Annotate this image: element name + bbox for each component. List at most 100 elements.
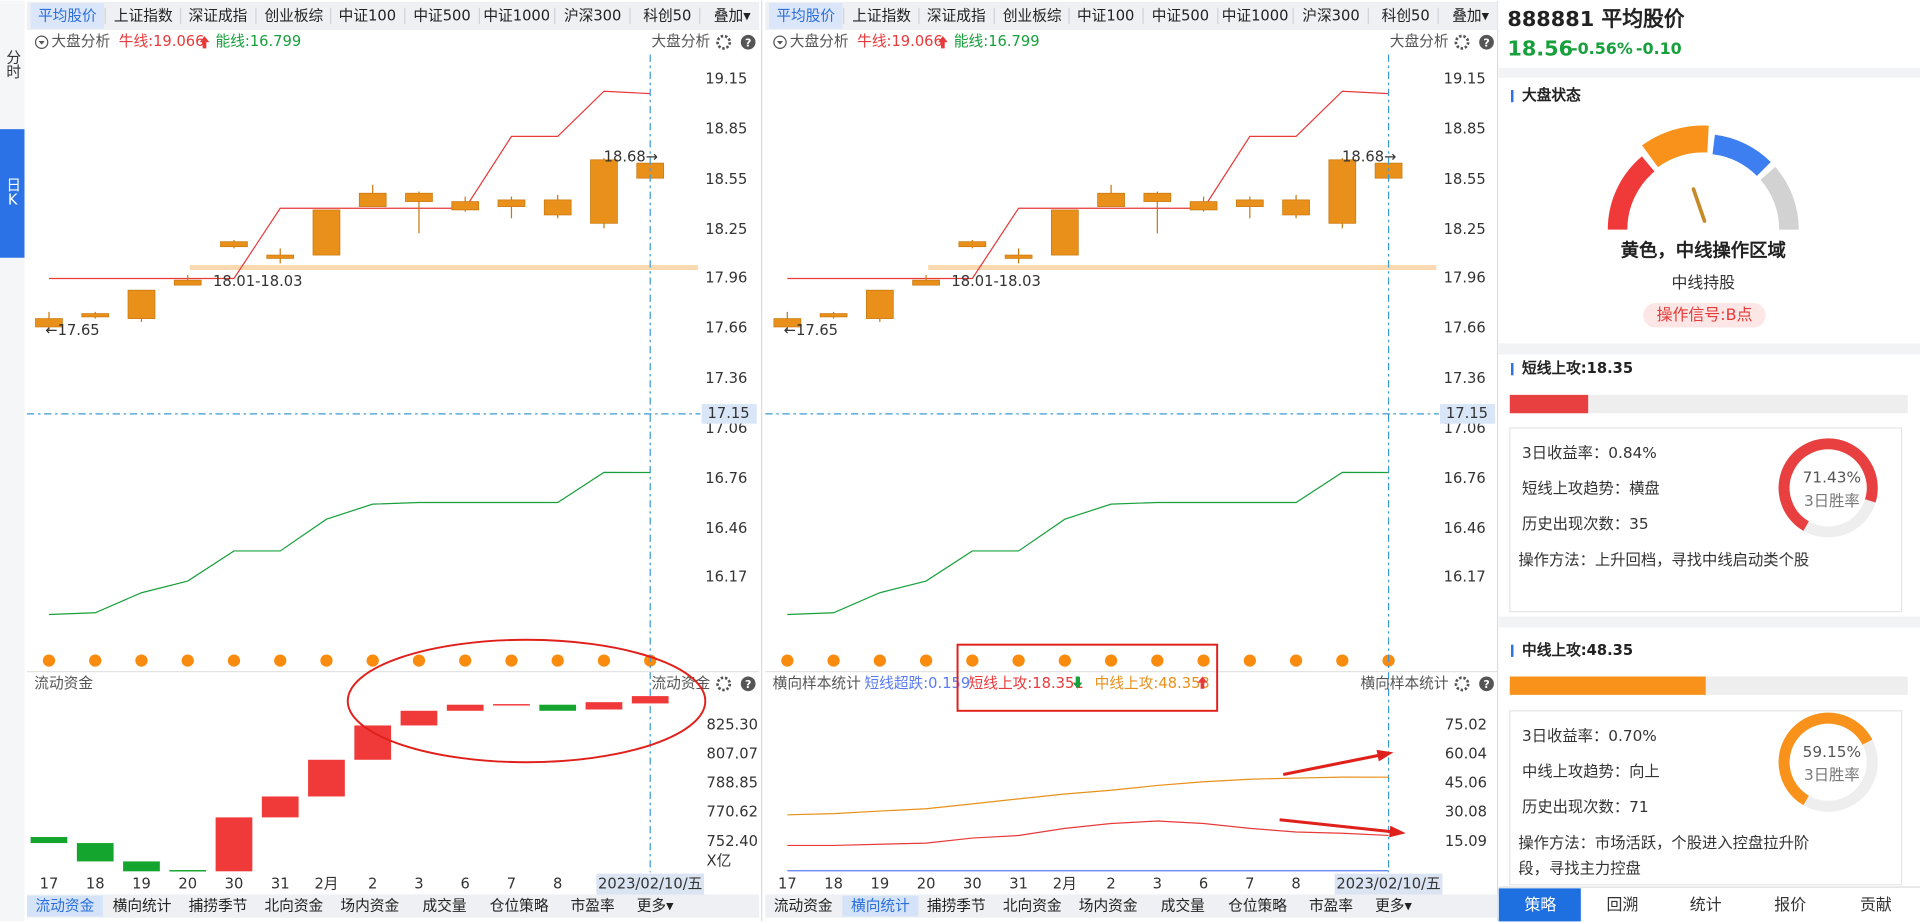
index-tab[interactable]: 创业板综 [264, 7, 323, 25]
status-text: 黄色，中线操作区域 [1621, 240, 1786, 262]
bottom-tab[interactable]: 仓位策略 [490, 898, 549, 915]
signal-dot [597, 654, 611, 667]
side-tab[interactable]: 回溯 [1607, 895, 1639, 914]
stat-line: 中线上攻趋势：向上 [1522, 763, 1660, 781]
help-icon[interactable] [1479, 676, 1494, 692]
bottom-tab[interactable]: 北向资金 [264, 898, 323, 915]
index-tab[interactable]: 科创50 [1382, 8, 1430, 25]
fund-tick-label: 807.07 [707, 746, 758, 763]
bottom-tab[interactable]: 更多▾ [1375, 898, 1412, 915]
help-glyph: ? [745, 36, 751, 49]
price-tick-label: 18.55 [1444, 171, 1486, 188]
signal-dot [412, 654, 426, 667]
section-title: 大盘状态 [1522, 86, 1581, 104]
index-tab[interactable]: 深证成指 [927, 8, 986, 25]
high-annotation: 18.68→ [1342, 148, 1396, 165]
stats-card [1509, 427, 1903, 613]
index-tab[interactable]: 沪深300 [1302, 8, 1359, 25]
fund-bar [30, 837, 68, 844]
bottom-tab[interactable]: 流动资金 [774, 898, 833, 915]
gauge-segment [1760, 166, 1799, 230]
bottom-tab[interactable]: 流动资金 [36, 898, 95, 915]
index-tab[interactable]: 创业板综 [1003, 7, 1062, 25]
gauge-segment [1607, 156, 1655, 230]
settings-icon[interactable] [1454, 676, 1470, 692]
bottom-tab[interactable]: 市盈率 [571, 898, 615, 915]
date-label: 3 [1153, 876, 1162, 893]
side-tab[interactable]: 报价 [1774, 895, 1806, 914]
bottom-tab[interactable]: 市盈率 [1309, 898, 1353, 915]
price-tick-label: 19.15 [705, 71, 747, 88]
index-tab[interactable]: 叠加▾ [1452, 8, 1489, 25]
signal-dot [1058, 654, 1071, 667]
index-tab[interactable]: 深证成指 [189, 8, 248, 25]
signal-dot [505, 654, 518, 667]
arrow-icon [1197, 676, 1208, 689]
index-tab[interactable]: 中证1000 [1222, 8, 1289, 25]
signal-dot [274, 654, 287, 667]
index-tab[interactable]: 中证1000 [483, 8, 550, 25]
signal-dot [89, 654, 102, 667]
index-tab[interactable]: 上证指数 [852, 8, 911, 25]
stat-line: 历史出现次数：71 [1522, 798, 1649, 816]
support-band [928, 265, 1437, 270]
index-tab[interactable]: 中证500 [413, 8, 470, 25]
fund-bar [354, 725, 392, 760]
index-tab[interactable]: 叠加▾ [714, 8, 751, 25]
price-tick-label: 17.96 [1444, 269, 1486, 286]
price: 18.56 [1507, 37, 1573, 61]
gauge-needle [1691, 187, 1707, 223]
signal-dot [1289, 654, 1303, 667]
side-tab[interactable]: 统计 [1690, 895, 1722, 914]
date-label: 17 [778, 876, 797, 893]
help-icon[interactable] [1479, 34, 1494, 50]
side-tab[interactable]: 策略 [1524, 895, 1556, 914]
date-label: 18 [824, 876, 843, 893]
sub-title-right: 流动资金 [651, 675, 710, 692]
index-tab[interactable]: 上证指数 [114, 8, 173, 25]
settings-icon[interactable] [1454, 34, 1470, 50]
signal-dot [551, 654, 564, 667]
index-tab[interactable]: 科创50 [643, 8, 691, 25]
fund-unit: X亿 [707, 852, 732, 869]
dropdown-icon[interactable] [34, 35, 49, 49]
dropdown-icon[interactable] [773, 35, 787, 49]
bottom-tab[interactable]: 场内资金 [340, 898, 399, 915]
separator [1498, 616, 1920, 628]
index-tab[interactable]: 中证100 [1077, 8, 1134, 25]
price-tick-label: 16.46 [1444, 520, 1486, 537]
help-icon[interactable] [740, 34, 756, 50]
help-icon[interactable] [740, 676, 756, 692]
change: -0.10 [1636, 39, 1682, 58]
bottom-tab[interactable]: 横向统计 [113, 898, 172, 915]
bottom-tab[interactable]: 仓位策略 [1228, 898, 1287, 915]
index-tab[interactable]: 沪深300 [564, 8, 621, 25]
side-tab[interactable]: 贡献 [1860, 895, 1892, 914]
candle-body [1189, 201, 1218, 211]
bottom-tab[interactable]: 成交量 [422, 897, 466, 915]
bottom-tab-bar [765, 894, 1498, 918]
index-tab[interactable]: 中证100 [339, 8, 396, 25]
bottom-tab[interactable]: 更多▾ [637, 898, 674, 915]
time-share-tab[interactable]: 分时 [4, 49, 21, 79]
candle-body [773, 318, 802, 328]
signal-dot [181, 654, 194, 667]
bottom-tab[interactable]: 成交量 [1161, 897, 1205, 915]
daily-k-tab[interactable]: 日K [4, 177, 21, 209]
bottom-tab[interactable]: 横向统计 [851, 898, 910, 915]
bottom-tab[interactable]: 捕捞季节 [189, 898, 248, 915]
index-tab[interactable]: 平均股价 [38, 8, 97, 25]
help-glyph: ? [1483, 36, 1489, 49]
index-tab[interactable]: 中证500 [1152, 8, 1209, 25]
date-label: 2 [1106, 876, 1115, 893]
bottom-tab[interactable]: 场内资金 [1079, 898, 1138, 915]
settings-icon[interactable] [716, 34, 732, 50]
bottom-tab[interactable]: 北向资金 [1003, 898, 1062, 915]
settings-icon[interactable] [716, 676, 732, 692]
fund-bar [76, 843, 114, 862]
bottom-tab[interactable]: 捕捞季节 [927, 898, 986, 915]
cursor-price: 17.15 [1446, 405, 1488, 422]
daily-k-tab-bg[interactable] [0, 129, 25, 258]
index-tab[interactable]: 平均股价 [776, 8, 835, 25]
analysis-label: 大盘分析 [51, 32, 110, 50]
